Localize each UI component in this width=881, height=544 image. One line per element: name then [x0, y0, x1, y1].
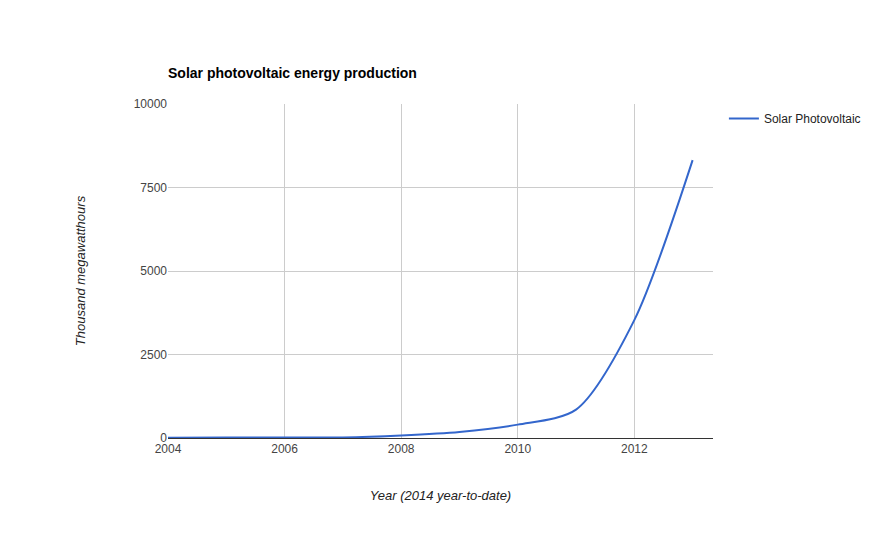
svg-text:2500: 2500 — [140, 348, 167, 362]
svg-text:Year (2014 year-to-date): Year (2014 year-to-date) — [370, 488, 511, 503]
svg-text:2010: 2010 — [504, 442, 531, 456]
svg-text:2008: 2008 — [388, 442, 415, 456]
svg-text:5000: 5000 — [140, 264, 167, 278]
svg-text:Solar photovoltaic energy prod: Solar photovoltaic energy production — [168, 65, 417, 81]
svg-text:10000: 10000 — [134, 97, 168, 111]
svg-text:2004: 2004 — [155, 442, 182, 456]
svg-text:2006: 2006 — [271, 442, 298, 456]
svg-text:0: 0 — [160, 431, 167, 445]
svg-text:Thousand megawatthours: Thousand megawatthours — [73, 195, 88, 346]
svg-text:2012: 2012 — [621, 442, 648, 456]
svg-text:7500: 7500 — [140, 181, 167, 195]
svg-text:Solar Photovoltaic: Solar Photovoltaic — [764, 112, 861, 126]
